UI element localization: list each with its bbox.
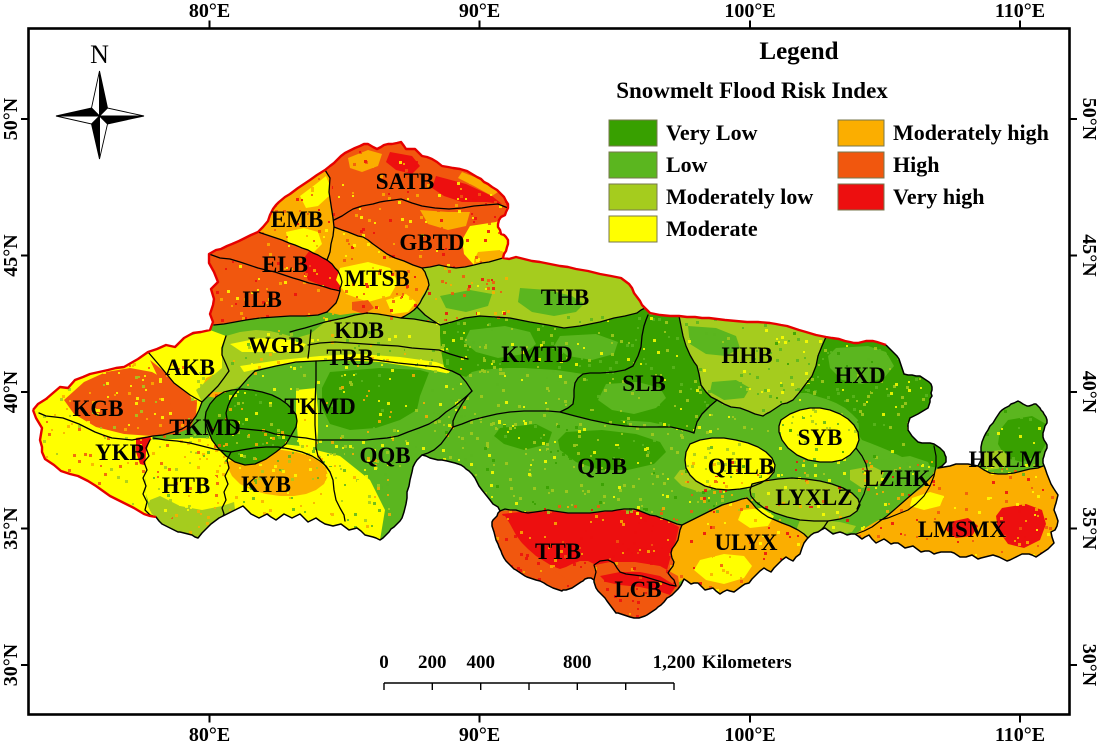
svg-text:LYXLZ: LYXLZ xyxy=(775,485,852,510)
svg-text:KGB: KGB xyxy=(72,396,123,421)
svg-text:Very high: Very high xyxy=(893,184,984,209)
svg-text:TRB: TRB xyxy=(326,345,373,370)
svg-text:Low: Low xyxy=(666,152,708,177)
svg-text:QDB: QDB xyxy=(577,454,627,479)
svg-text:Very Low: Very Low xyxy=(666,120,758,145)
svg-text:TKMD: TKMD xyxy=(169,415,241,440)
svg-text:KMTD: KMTD xyxy=(501,342,573,367)
svg-text:ILB: ILB xyxy=(242,287,282,312)
svg-text:KDB: KDB xyxy=(334,318,384,343)
svg-text:THB: THB xyxy=(541,285,590,310)
svg-text:TTB: TTB xyxy=(535,539,581,564)
svg-text:Moderate: Moderate xyxy=(666,216,758,241)
svg-text:30°N: 30°N xyxy=(0,643,22,686)
svg-text:GBTD: GBTD xyxy=(399,230,464,255)
svg-text:0: 0 xyxy=(379,652,389,673)
svg-text:110°E: 110°E xyxy=(995,724,1045,746)
svg-text:SLB: SLB xyxy=(622,371,665,396)
svg-text:Kilometers: Kilometers xyxy=(702,652,792,673)
svg-text:80°E: 80°E xyxy=(189,724,230,746)
svg-text:400: 400 xyxy=(466,652,495,673)
svg-text:LMSMX: LMSMX xyxy=(918,517,1007,542)
svg-text:200: 200 xyxy=(418,652,447,673)
svg-text:90°E: 90°E xyxy=(459,0,500,22)
svg-text:45°N: 45°N xyxy=(1078,234,1100,277)
svg-text:800: 800 xyxy=(563,652,592,673)
svg-text:WGB: WGB xyxy=(248,333,304,358)
svg-text:35°N: 35°N xyxy=(0,507,22,550)
svg-text:KYB: KYB xyxy=(241,472,291,497)
svg-text:N: N xyxy=(90,40,109,69)
svg-text:100°E: 100°E xyxy=(724,0,775,22)
svg-text:HKLM: HKLM xyxy=(969,447,1042,472)
svg-text:SATB: SATB xyxy=(376,169,434,194)
svg-text:Moderately low: Moderately low xyxy=(666,184,813,209)
svg-text:LCB: LCB xyxy=(614,577,661,602)
svg-text:30°N: 30°N xyxy=(1078,644,1100,687)
svg-text:50°N: 50°N xyxy=(1078,98,1100,141)
svg-text:MTSB: MTSB xyxy=(344,266,409,291)
svg-text:100°E: 100°E xyxy=(724,724,775,746)
svg-text:High: High xyxy=(893,152,939,177)
svg-text:Moderately high: Moderately high xyxy=(893,120,1049,145)
svg-text:HXD: HXD xyxy=(834,363,885,388)
svg-text:40°N: 40°N xyxy=(1078,371,1100,414)
svg-text:ULYX: ULYX xyxy=(714,530,777,555)
svg-text:1,200: 1,200 xyxy=(653,652,696,673)
svg-text:AKB: AKB xyxy=(165,355,215,380)
svg-text:HTB: HTB xyxy=(162,473,211,498)
svg-text:QHLB: QHLB xyxy=(708,454,774,479)
svg-text:80°E: 80°E xyxy=(189,0,230,22)
svg-text:90°E: 90°E xyxy=(459,724,500,746)
svg-text:EMB: EMB xyxy=(271,207,323,232)
svg-text:YKB: YKB xyxy=(95,440,145,465)
svg-text:50°N: 50°N xyxy=(0,97,22,140)
svg-text:QQB: QQB xyxy=(359,443,410,468)
svg-text:40°N: 40°N xyxy=(0,370,22,413)
svg-text:110°E: 110°E xyxy=(995,0,1045,22)
svg-text:TKMD: TKMD xyxy=(284,394,356,419)
svg-text:35°N: 35°N xyxy=(1078,507,1100,550)
svg-text:LZHK: LZHK xyxy=(864,466,931,491)
svg-text:HHB: HHB xyxy=(721,343,772,368)
svg-text:Snowmelt Flood Risk Index: Snowmelt Flood Risk Index xyxy=(616,78,888,103)
svg-text:ELB: ELB xyxy=(262,252,308,277)
svg-text:SYB: SYB xyxy=(798,425,843,450)
svg-text:45°N: 45°N xyxy=(0,234,22,277)
svg-text:Legend: Legend xyxy=(759,38,838,65)
